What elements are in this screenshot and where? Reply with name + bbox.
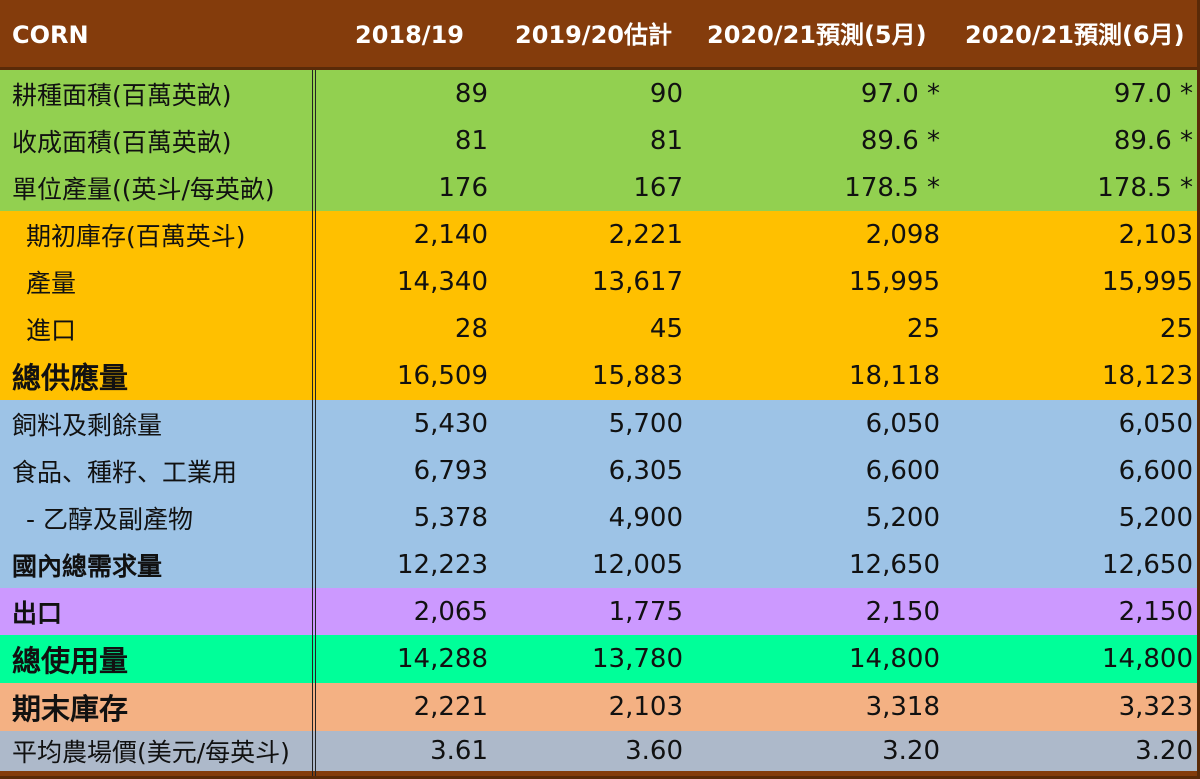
cell-2018-19: 89 — [454, 78, 488, 109]
row-domestic-total: 國內總需求量 12,223 12,005 12,650 12,650 — [0, 541, 1197, 588]
cell-2020-21-may: 6,600 — [865, 455, 940, 486]
table-body: 耕種面積(百萬英畝) 89 90 97.0 * 97.0 * 收成面積(百萬英畝) 81 81… — [0, 70, 1197, 771]
row-label: 總使用量 — [12, 644, 129, 678]
cell-2020-21-may: 18,118 — [849, 361, 940, 391]
cell-2020-21-june: 6,600 — [1118, 455, 1193, 486]
cell-2020-21-may: 12,650 — [849, 549, 940, 580]
cell-2020-21-may: 14,800 — [849, 644, 940, 674]
cell-2019-20: 167 — [633, 172, 683, 203]
header-col-2020-21-june: 2020/21預測(6月) — [965, 21, 1185, 49]
cell-2020-21-june: 97.0 * — [1113, 78, 1193, 109]
cell-2020-21-may: 6,050 — [865, 408, 940, 439]
cell-2020-21-june: 178.5 * — [1097, 172, 1193, 203]
cell-2019-20: 81 — [649, 125, 683, 156]
cell-2018-19: 16,509 — [397, 361, 488, 391]
cell-2019-20: 2,221 — [608, 219, 683, 250]
cell-2020-21-june: 3.20 — [1135, 736, 1193, 766]
row-imports: 進口 28 45 25 25 — [0, 305, 1197, 352]
row-label: 國內總需求量 — [12, 551, 163, 581]
cell-2020-21-may: 15,995 — [849, 266, 940, 297]
row-beginning-stocks: 期初庫存(百萬英斗) 2,140 2,221 2,098 2,103 — [0, 211, 1197, 258]
cell-2020-21-may: 97.0 * — [860, 78, 940, 109]
cell-2020-21-june: 14,800 — [1102, 644, 1193, 674]
cell-2020-21-may: 2,150 — [865, 596, 940, 627]
row-label: 食品、種籽、工業用 — [12, 457, 238, 487]
row-ethanol: - 乙醇及副產物 5,378 4,900 5,200 5,200 — [0, 494, 1197, 541]
cell-2020-21-june: 89.6 * — [1113, 125, 1193, 156]
cell-2019-20: 15,883 — [592, 361, 683, 391]
cell-2019-20: 45 — [649, 313, 683, 344]
cell-2019-20: 6,305 — [608, 455, 683, 486]
header-col-2019-20: 2019/20估計 — [515, 21, 672, 49]
row-label: - 乙醇及副產物 — [26, 504, 193, 534]
cell-2018-19: 176 — [438, 172, 488, 203]
header-col-2018-19: 2018/19 — [355, 21, 464, 49]
row-exports: 出口 2,065 1,775 2,150 2,150 — [0, 588, 1197, 635]
row-label: 耕種面積(百萬英畝) — [12, 80, 232, 110]
cell-2018-19: 12,223 — [397, 549, 488, 580]
cell-2019-20: 13,617 — [592, 266, 683, 297]
cell-2018-19: 14,340 — [397, 266, 488, 297]
cell-2018-19: 6,793 — [413, 455, 488, 486]
cell-2020-21-june: 2,103 — [1118, 219, 1193, 250]
cell-2019-20: 4,900 — [608, 502, 683, 533]
row-ending-stocks: 期末庫存 2,221 2,103 3,318 3,323 — [0, 683, 1197, 731]
table-header: CORN 2018/19 2019/20估計 2020/21預測(5月) 202… — [0, 0, 1197, 70]
cell-2019-20: 2,103 — [608, 692, 683, 722]
column-divider — [312, 70, 316, 776]
cell-2020-21-may: 25 — [906, 313, 940, 344]
row-food-seed-industrial: 食品、種籽、工業用 6,793 6,305 6,600 6,600 — [0, 447, 1197, 494]
cell-2020-21-june: 18,123 — [1102, 361, 1193, 391]
cell-2020-21-june: 15,995 — [1102, 266, 1193, 297]
cell-2018-19: 81 — [454, 125, 488, 156]
cell-2020-21-june: 5,200 — [1118, 502, 1193, 533]
row-total-use: 總使用量 14,288 13,780 14,800 14,800 — [0, 635, 1197, 683]
row-label: 飼料及剩餘量 — [12, 410, 163, 440]
row-label: 出口 — [12, 598, 63, 628]
row-planted-area: 耕種面積(百萬英畝) 89 90 97.0 * 97.0 * — [0, 70, 1197, 117]
cell-2018-19: 14,288 — [397, 644, 488, 674]
cell-2020-21-june: 3,323 — [1118, 692, 1193, 722]
cell-2020-21-may: 3.20 — [882, 736, 940, 766]
cell-2018-19: 3.61 — [430, 736, 488, 766]
cell-2020-21-may: 178.5 * — [844, 172, 940, 203]
row-feed-residual: 飼料及剩餘量 5,430 5,700 6,050 6,050 — [0, 400, 1197, 447]
row-avg-farm-price: 平均農場價(美元/每英斗) 3.61 3.60 3.20 3.20 — [0, 731, 1197, 771]
cell-2020-21-june: 2,150 — [1118, 596, 1193, 627]
cell-2019-20: 3.60 — [625, 736, 683, 766]
cell-2019-20: 1,775 — [608, 596, 683, 627]
row-harvested-area: 收成面積(百萬英畝) 81 81 89.6 * 89.6 * — [0, 117, 1197, 164]
cell-2018-19: 2,065 — [413, 596, 488, 627]
cell-2020-21-june: 6,050 — [1118, 408, 1193, 439]
cell-2019-20: 13,780 — [592, 644, 683, 674]
row-label: 平均農場價(美元/每英斗) — [12, 738, 290, 767]
cell-2020-21-june: 25 — [1159, 313, 1193, 344]
header-col-2020-21-may: 2020/21預測(5月) — [707, 21, 927, 49]
cell-2020-21-may: 2,098 — [865, 219, 940, 250]
cell-2018-19: 5,430 — [413, 408, 488, 439]
cell-2020-21-june: 12,650 — [1102, 549, 1193, 580]
cell-2018-19: 5,378 — [413, 502, 488, 533]
cell-2020-21-may: 3,318 — [865, 692, 940, 722]
row-label: 總供應量 — [12, 361, 129, 395]
row-label: 期初庫存(百萬英斗) — [26, 221, 246, 251]
cell-2018-19: 28 — [454, 313, 488, 344]
cell-2018-19: 2,140 — [413, 219, 488, 250]
row-label: 期末庫存 — [12, 692, 129, 726]
row-label: 產量 — [26, 268, 77, 298]
cell-2018-19: 2,221 — [413, 692, 488, 722]
cell-2019-20: 90 — [649, 78, 683, 109]
header-label: CORN — [12, 21, 89, 49]
row-label: 進口 — [26, 315, 77, 345]
row-label: 單位產量((英斗/每英畝) — [12, 174, 275, 204]
row-total-supply: 總供應量 16,509 15,883 18,118 18,123 — [0, 352, 1197, 400]
cell-2019-20: 5,700 — [608, 408, 683, 439]
cell-2020-21-may: 5,200 — [865, 502, 940, 533]
row-production: 產量 14,340 13,617 15,995 15,995 — [0, 258, 1197, 305]
cell-2019-20: 12,005 — [592, 549, 683, 580]
row-yield: 單位產量((英斗/每英畝) 176 167 178.5 * 178.5 * — [0, 164, 1197, 211]
cell-2020-21-may: 89.6 * — [860, 125, 940, 156]
row-label: 收成面積(百萬英畝) — [12, 127, 232, 157]
